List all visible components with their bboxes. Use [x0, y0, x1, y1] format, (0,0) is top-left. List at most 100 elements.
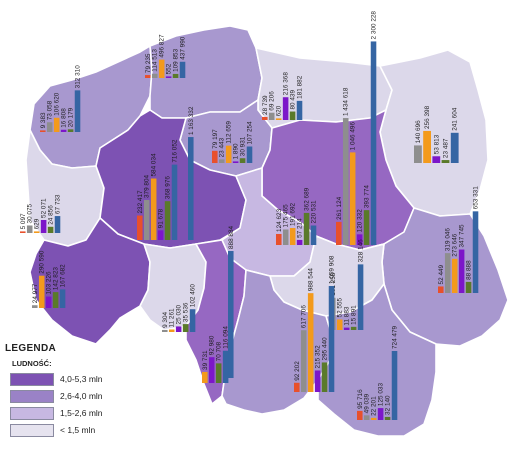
bar-kujawsko-pomorskie-2	[225, 145, 232, 163]
bar-value-label: 80 439	[290, 90, 297, 110]
legend-label: 4,0-5,3 mln	[60, 374, 103, 384]
bar-value-label: 362 689	[304, 187, 311, 211]
bar-mazowieckie-5	[370, 41, 377, 245]
bar-value-label: 617 706	[301, 305, 308, 329]
bar-value-label: 181 882	[297, 75, 304, 99]
bar-wielkopolskie-0	[137, 215, 143, 240]
bar-dolnoslaskie-1	[38, 275, 45, 308]
bar-value-label: 24 856	[48, 205, 55, 225]
bar-lubelskie-1	[444, 253, 451, 293]
bar-lodzkie-1	[282, 229, 289, 245]
bar-zachodniopomorskie-1	[151, 73, 158, 78]
bar-value-label: 52 555	[337, 297, 344, 317]
legend-swatch	[10, 373, 54, 386]
bar-value-label: 15 891	[351, 305, 358, 325]
bar-dolnoslaskie-3	[52, 292, 59, 308]
bar-value-label: 161 258	[330, 272, 337, 296]
bar-value-label: 319 046	[445, 228, 452, 252]
bar-value-label: 125 033	[378, 383, 385, 407]
bar-malopolskie-1	[300, 330, 307, 392]
bar-slaskie-north-0	[228, 251, 234, 378]
bar-value-label: 120 332	[357, 209, 364, 233]
legend-label: < 1,5 mln	[60, 425, 96, 435]
bar-swietokrzyskie-4	[357, 264, 364, 330]
legend-title: LEGENDA	[5, 343, 56, 354]
bar-opolskie-3	[182, 324, 189, 332]
bar-zachodniopomorskie-0	[145, 75, 151, 78]
bar-lodzkie-2	[289, 228, 296, 245]
bar-value-label: 220 531	[311, 200, 318, 224]
bar-value-label: 23 443	[219, 137, 226, 157]
bar-value-label: 24 977	[32, 283, 39, 303]
bar-value-label: 102 460	[190, 284, 197, 308]
bar-value-label: 49 039	[364, 393, 371, 413]
bar-wielkopolskie-3	[157, 230, 164, 240]
bar-value-label: 25 030	[176, 304, 183, 324]
bar-lubuskie-3	[40, 219, 47, 233]
legend-subtitle: LUDNOŚĆ:	[12, 359, 52, 368]
bar-value-label: 191 692	[290, 202, 297, 226]
bar-value-label: 5 097	[20, 213, 27, 229]
bar-lubuskie-0	[20, 231, 26, 233]
bar-value-label: 620	[276, 105, 283, 116]
bar-value-label: 39 731	[202, 350, 209, 370]
bar-wielkopolskie-1	[143, 200, 150, 240]
bar-value-label: 629	[34, 218, 41, 229]
bar-kujawsko-pomorskie-5	[246, 146, 253, 163]
legend-swatch	[10, 424, 54, 437]
bar-value-label: 175 465	[283, 204, 290, 228]
bar-value-label: 167 682	[60, 264, 67, 288]
bar-malopolskie-3	[314, 370, 321, 392]
bar-podlaskie-0	[414, 145, 422, 163]
bar-lubuskie-4	[47, 226, 54, 233]
bar-wielkopolskie-2	[150, 178, 157, 240]
bar-kujawsko-pomorskie-0	[212, 150, 218, 163]
bar-value-label: 9 304	[162, 311, 169, 327]
bar-slaskie-0	[202, 371, 208, 383]
bar-value-label: 79 235	[145, 53, 152, 73]
bar-pomorskie-west-2	[53, 117, 60, 132]
bar-value-label: 290 590	[39, 250, 46, 274]
region-dolnoslaskie	[29, 217, 151, 345]
bar-warminsko-mazurskie-1	[268, 112, 275, 120]
bar-value-label: 67 733	[55, 194, 62, 214]
legend: LEGENDA LUDNOŚĆ: 4,0-5,3 mln 2,6-4,0 mln…	[0, 343, 135, 457]
legend-label: 2,6-4,0 mln	[60, 391, 103, 401]
bar-value-label: 232 417	[137, 190, 144, 214]
bar-value-label: 57 214	[297, 218, 304, 238]
bar-podlaskie-4	[450, 132, 459, 163]
bar-value-label: 273 646	[452, 233, 459, 257]
bar-value-label: 107 254	[247, 121, 254, 145]
legend-row-2-4mln: 2,6-4,0 mln	[10, 390, 130, 404]
bar-dolnoslaskie-2	[45, 296, 52, 308]
bar-opolskie-2	[175, 326, 182, 332]
bar-value-label: 114 513	[152, 49, 159, 72]
bar-podkarpackie-1	[363, 415, 370, 420]
bar-value-label: 116 094	[223, 326, 230, 349]
bar-value-label: 92 980	[209, 335, 216, 355]
bar-podkarpackie-2	[370, 417, 377, 420]
bar-malopolskie-4	[321, 362, 328, 392]
bar-podkarpackie-4	[384, 416, 391, 420]
bar-opolskie-0	[162, 329, 168, 332]
bar-value-label: 379 804	[144, 174, 151, 198]
bar-lodzkie-0	[276, 233, 282, 245]
bar-zachodniopomorskie-5	[179, 61, 186, 78]
legend-row-4-5mln: 4,0-5,3 mln	[10, 373, 130, 387]
bar-dolnoslaskie-0	[32, 305, 38, 308]
bar-warminsko-mazurskie-4	[289, 111, 296, 120]
bar-lubuskie-1	[26, 225, 33, 233]
bar-value-label: 888 884	[228, 225, 235, 249]
bar-value-label: 28 739	[262, 95, 269, 115]
bar-value-label: 95 716	[357, 389, 364, 409]
bar-value-label: 30 075	[27, 203, 34, 223]
bar-swietokrzyskie-2	[343, 327, 350, 330]
bar-mazowieckie-4	[363, 210, 370, 245]
bar-warminsko-mazurskie-0	[262, 116, 268, 120]
bar-value-label: 261 124	[336, 196, 343, 220]
bar-lubelskie-2	[451, 258, 458, 293]
bar-lubelskie-0	[438, 286, 444, 293]
bar-podkarpackie-5	[391, 351, 398, 420]
legend-row-1-2mln: 1,5-2,6 mln	[10, 407, 130, 421]
bar-value-label: 142 823	[53, 267, 60, 291]
